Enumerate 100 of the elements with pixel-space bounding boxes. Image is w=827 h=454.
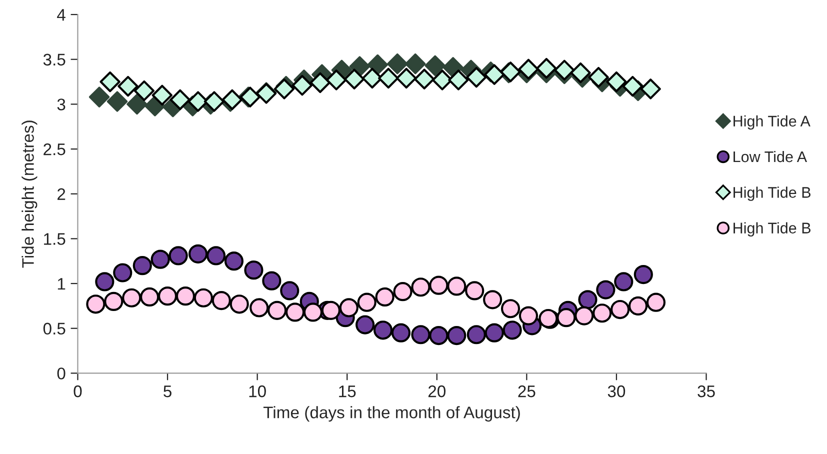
point xyxy=(622,76,643,97)
point xyxy=(592,304,612,323)
point xyxy=(285,302,305,322)
legend-label: Low Tide A xyxy=(734,150,808,162)
x-tick-label: 30 xyxy=(608,385,626,398)
point xyxy=(280,281,300,300)
point xyxy=(356,315,375,334)
point xyxy=(212,291,231,310)
point xyxy=(204,91,225,112)
point xyxy=(411,325,430,344)
point xyxy=(113,263,132,282)
point xyxy=(194,288,213,308)
point xyxy=(373,320,393,340)
point xyxy=(500,299,520,318)
x-tick-label: 0 xyxy=(74,385,82,398)
point xyxy=(466,325,486,344)
point xyxy=(578,290,598,310)
point xyxy=(391,323,411,342)
point xyxy=(429,276,448,295)
point xyxy=(375,287,394,307)
point xyxy=(484,323,504,342)
point xyxy=(224,252,244,271)
point xyxy=(393,282,412,302)
x-axis-title: Time (days in the month of August) xyxy=(263,406,520,422)
point xyxy=(170,89,190,110)
y-axis-title: Tide height (metres) xyxy=(22,120,38,268)
point xyxy=(502,320,522,340)
point xyxy=(357,292,376,312)
x-tick-label: 25 xyxy=(518,385,536,398)
legend-label: High Tide B xyxy=(734,222,810,236)
point xyxy=(176,286,196,306)
point xyxy=(344,68,365,90)
point xyxy=(206,246,226,266)
point xyxy=(86,294,106,314)
point xyxy=(95,272,114,292)
point xyxy=(104,292,124,312)
y-tick-label: 2.5 xyxy=(44,143,66,156)
point xyxy=(262,271,282,290)
y-tick-label: 1 xyxy=(58,278,66,290)
point xyxy=(339,298,358,318)
point xyxy=(634,265,653,284)
point xyxy=(424,55,446,76)
point xyxy=(250,298,269,318)
point xyxy=(100,71,120,92)
x-tick-label: 35 xyxy=(698,385,715,398)
point xyxy=(484,64,505,85)
point xyxy=(326,70,347,90)
point xyxy=(556,308,576,328)
point xyxy=(588,66,609,88)
point xyxy=(118,76,138,97)
point xyxy=(268,300,287,320)
point xyxy=(554,60,575,80)
point xyxy=(465,281,484,300)
point xyxy=(106,91,128,112)
point xyxy=(132,256,152,276)
y-tick-label: 4 xyxy=(57,9,66,21)
point xyxy=(483,290,502,310)
x-tick-label: 20 xyxy=(428,385,446,398)
point xyxy=(188,244,208,264)
y-tick-label: 0 xyxy=(57,368,66,380)
point xyxy=(168,246,188,266)
y-tick-label: 0.5 xyxy=(43,322,66,335)
point xyxy=(646,292,666,312)
point xyxy=(466,66,487,88)
point xyxy=(88,86,110,108)
point xyxy=(303,302,323,322)
point xyxy=(140,287,160,307)
point xyxy=(396,68,417,89)
point xyxy=(447,276,466,296)
legend-label: High Tide B xyxy=(734,186,810,201)
point xyxy=(378,68,399,89)
point xyxy=(414,68,435,90)
point xyxy=(126,94,148,115)
x-tick-label: 15 xyxy=(339,386,356,398)
point xyxy=(134,80,155,102)
point xyxy=(610,300,630,320)
y-tick-label: 3 xyxy=(57,98,66,110)
point xyxy=(404,53,426,74)
legend-label: High Tide A xyxy=(734,115,810,130)
point xyxy=(152,84,172,106)
point xyxy=(150,250,170,269)
point xyxy=(596,280,616,300)
point xyxy=(321,300,340,320)
point xyxy=(448,70,469,90)
point xyxy=(574,306,594,326)
point xyxy=(518,58,539,80)
point xyxy=(367,54,388,76)
y-tick-label: 1.5 xyxy=(44,233,66,245)
point xyxy=(244,260,264,280)
x-tick-label: 10 xyxy=(249,385,266,398)
point xyxy=(122,288,142,308)
point xyxy=(614,272,634,292)
y-tick-label: 2 xyxy=(58,188,66,200)
point xyxy=(230,294,249,314)
point xyxy=(640,78,661,100)
point xyxy=(310,72,331,94)
y-tick-label: 3.5 xyxy=(43,54,66,66)
point xyxy=(628,296,648,316)
point xyxy=(292,75,313,96)
point xyxy=(158,286,178,306)
